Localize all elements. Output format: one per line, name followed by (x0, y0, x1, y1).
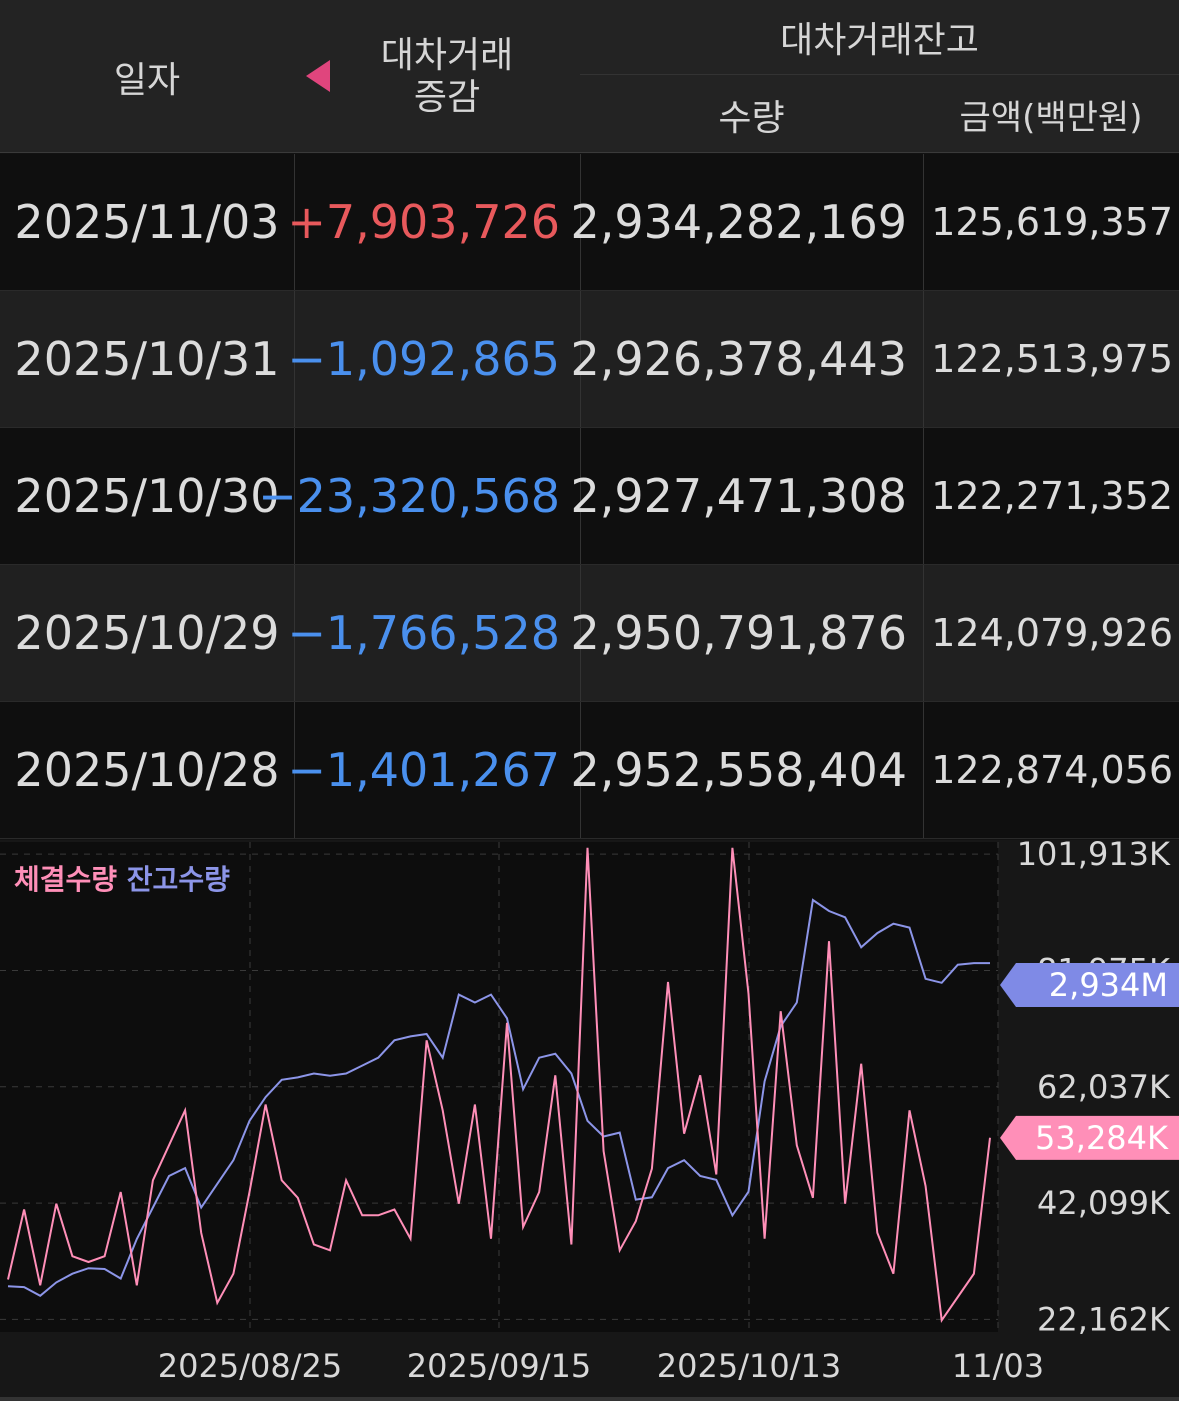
row-qty: 2,926,378,443 (570, 291, 923, 427)
row-change: −23,320,568 (258, 428, 580, 564)
row-date: 2025/10/31 (14, 332, 280, 386)
change-column-header[interactable]: 대차거래 증감 (294, 0, 580, 153)
balance-value-badge-shape (1000, 963, 1179, 1007)
trade-volume-line (7, 847, 991, 1324)
change-label-line1: 대차거래 (380, 34, 514, 76)
row-change: −1,766,528 (287, 565, 580, 701)
row-amount: 125,619,357 (923, 154, 1179, 290)
table-row[interactable]: 2025/10/29 −1,766,528 2,950,791,876 124,… (0, 565, 1179, 702)
balance-group-header: 대차거래잔고 (580, 0, 1179, 75)
row-qty: 2,934,282,169 (570, 154, 923, 290)
y-tick-label: 22,162K (1037, 1300, 1171, 1338)
row-date: 2025/11/03 (14, 195, 280, 249)
legend-balance-qty: 잔고수량 (126, 863, 230, 896)
row-change: −1,092,865 (287, 291, 580, 427)
row-change: −1,401,267 (287, 702, 580, 838)
table-row[interactable]: 2025/10/30 −23,320,568 2,927,471,308 122… (0, 428, 1179, 565)
date-column-header[interactable]: 일자 (113, 59, 181, 101)
row-date: 2025/10/28 (14, 743, 280, 797)
x-tick-label: 2025/08/25 (158, 1347, 342, 1385)
row-date: 2025/10/29 (14, 606, 280, 660)
row-qty: 2,950,791,876 (570, 565, 923, 701)
row-amount: 124,079,926 (923, 565, 1179, 701)
table-row[interactable]: 2025/10/28 −1,401,267 2,952,558,404 122,… (0, 702, 1179, 839)
balance-qty-line (7, 898, 990, 1298)
trade-value-badge-shape (1000, 1115, 1179, 1160)
table-row[interactable]: 2025/10/31 −1,092,865 2,926,378,443 122,… (0, 291, 1179, 428)
legend-trade-volume: 체결수량 (14, 863, 118, 896)
sort-left-arrow-icon[interactable] (306, 60, 330, 92)
row-date: 2025/10/30 (14, 469, 280, 523)
bottom-divider (0, 1397, 1179, 1401)
x-tick-label: 2025/09/15 (407, 1347, 591, 1385)
amount-column-header[interactable]: 금액(백만원) (959, 98, 1143, 138)
row-qty: 2,927,471,308 (570, 428, 923, 564)
chart-legend: 체결수량 잔고수량 (14, 858, 230, 898)
change-column-label: 대차거래 증감 (381, 35, 513, 119)
balance-value-badge-label: 2,934M (1049, 966, 1168, 1004)
chart-canvas[interactable]: 101,913K81,975K62,037K42,099K22,162K2025… (0, 840, 1179, 1397)
x-tick-label: 11/03 (952, 1347, 1044, 1385)
row-amount: 122,513,975 (923, 291, 1179, 427)
table-row[interactable]: 2025/11/03 +7,903,726 2,934,282,169 125,… (0, 154, 1179, 291)
row-amount: 122,874,056 (923, 702, 1179, 838)
change-label-line2: 증감 (413, 76, 481, 118)
qty-column-header[interactable]: 수량 (718, 97, 785, 139)
lending-table-body: 2025/11/03 +7,903,726 2,934,282,169 125,… (0, 154, 1179, 839)
trade-value-badge-label: 53,284K (1035, 1119, 1169, 1157)
table-header: 일자 대차거래 증감 대차거래잔고 수량 금액(백만원) (0, 0, 1179, 153)
balance-value-badge: 2,934M (1000, 963, 1179, 1007)
y-tick-label: 101,913K (1017, 840, 1171, 873)
row-change: +7,903,726 (287, 154, 580, 290)
y-tick-label: 42,099K (1037, 1184, 1171, 1222)
row-qty: 2,952,558,404 (570, 702, 923, 838)
y-tick-label: 62,037K (1037, 1068, 1171, 1106)
x-tick-label: 2025/10/13 (657, 1347, 841, 1385)
row-amount: 122,271,352 (923, 428, 1179, 564)
trade-value-badge: 53,284K (1000, 1115, 1179, 1160)
lending-chart[interactable]: 101,913K81,975K62,037K42,099K22,162K2025… (0, 840, 1179, 1401)
